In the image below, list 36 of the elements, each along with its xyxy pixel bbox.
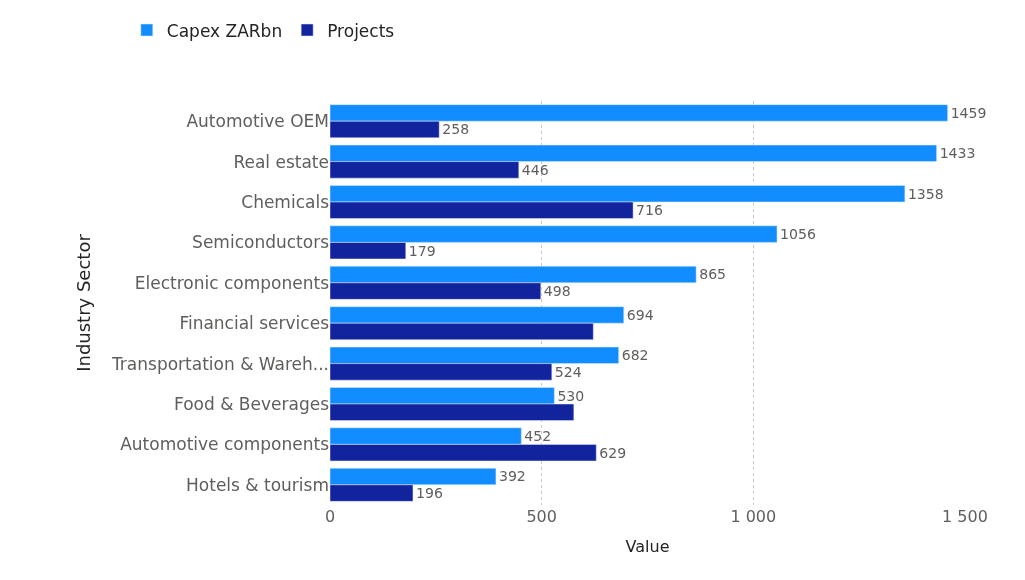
data-label: 1459 bbox=[950, 104, 987, 121]
legend-label: Projects bbox=[327, 20, 395, 41]
y-tick-label: Automotive components bbox=[120, 434, 330, 455]
y-tick-label: Food & Beverages bbox=[174, 393, 330, 414]
data-label: 682 bbox=[621, 347, 649, 364]
x-tick-label: 0 bbox=[324, 507, 336, 526]
data-label: 629 bbox=[599, 444, 627, 461]
data-label: 530 bbox=[557, 387, 585, 404]
x-tick-label: 1 000 bbox=[730, 507, 777, 526]
y-tick-label: Hotels & tourism bbox=[186, 474, 329, 495]
y-tick-label: Automotive OEM bbox=[186, 111, 329, 132]
x-tick-label: 1 500 bbox=[942, 507, 988, 526]
data-label: 1433 bbox=[939, 145, 976, 162]
x-axis-title: Value bbox=[625, 536, 670, 556]
data-label: 196 bbox=[415, 485, 443, 502]
y-tick-label: Real estate bbox=[233, 151, 329, 172]
data-label: 1056 bbox=[780, 226, 816, 243]
data-label: 392 bbox=[498, 468, 526, 485]
data-label: 498 bbox=[543, 283, 571, 300]
data-label: 258 bbox=[442, 121, 470, 138]
legend-label: Capex ZARbn bbox=[166, 20, 283, 41]
data-label: 865 bbox=[699, 266, 727, 283]
y-tick-label: Semiconductors bbox=[192, 232, 330, 253]
y-tick-label: Transportation & Wareh... bbox=[110, 353, 329, 374]
data-label: 446 bbox=[521, 161, 549, 178]
data-label: 1358 bbox=[907, 185, 944, 202]
data-label: 716 bbox=[636, 202, 664, 219]
y-axis-title: Industry Sector bbox=[73, 233, 95, 372]
data-label: 179 bbox=[408, 242, 436, 259]
data-label: 694 bbox=[626, 306, 654, 323]
y-tick-label: Financial services bbox=[179, 313, 330, 334]
x-tick-label: 500 bbox=[526, 507, 557, 526]
y-tick-label: Electronic components bbox=[134, 272, 330, 293]
y-tick-label: Chemicals bbox=[241, 191, 330, 212]
data-label: 524 bbox=[554, 363, 582, 380]
data-label: 452 bbox=[524, 428, 552, 445]
